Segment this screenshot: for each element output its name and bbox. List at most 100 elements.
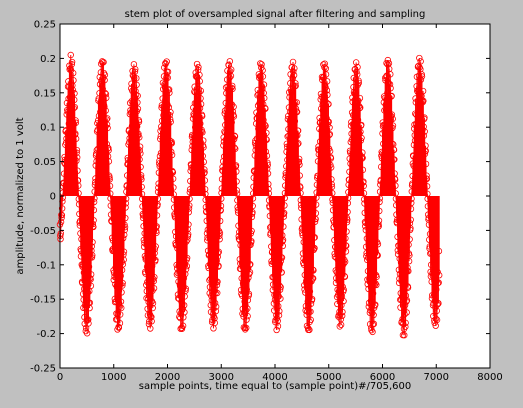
- stem-marker: [196, 71, 203, 79]
- stem-marker: [168, 151, 176, 159]
- stem-marker: [433, 286, 440, 293]
- stem-marker: [344, 216, 351, 223]
- stem-marker: [229, 108, 237, 115]
- stem-marker: [133, 81, 140, 89]
- stem-marker: [211, 319, 218, 327]
- stem-marker: [328, 176, 335, 183]
- stem-marker: [246, 269, 254, 276]
- stem-marker: [137, 150, 144, 157]
- stem-marker: [341, 273, 349, 280]
- y-axis-label: amplitude, normalized to 1 volt: [15, 117, 26, 274]
- stem-marker: [294, 132, 301, 139]
- stem-marker: [179, 322, 187, 329]
- x-tick-label: 8000: [477, 372, 502, 383]
- stem-marker: [337, 321, 345, 328]
- stem-marker: [311, 234, 318, 241]
- stem-marker: [167, 108, 174, 116]
- stem-marker: [165, 86, 172, 94]
- stem-marker: [307, 316, 314, 324]
- stem-marker: [391, 170, 398, 177]
- stem-marker: [132, 66, 139, 73]
- stem-marker: [87, 271, 95, 278]
- stem-marker: [248, 237, 255, 245]
- stem-marker: [89, 238, 96, 246]
- stem-series: [56, 51, 443, 339]
- stem-marker: [293, 108, 301, 116]
- stem-marker: [339, 308, 346, 316]
- stem-marker: [87, 282, 95, 290]
- stem-marker: [309, 275, 317, 282]
- stem-marker: [352, 59, 360, 66]
- stem-marker: [229, 85, 236, 93]
- stem-marker: [432, 315, 440, 322]
- stem-marker: [416, 54, 423, 62]
- stem-marker: [130, 75, 138, 82]
- stem-marker: [104, 115, 111, 122]
- stem-marker: [186, 202, 193, 209]
- stem-marker: [165, 86, 173, 93]
- stem-marker: [258, 61, 265, 68]
- stem-marker: [167, 118, 174, 126]
- y-tick-label: 0.1: [40, 123, 56, 134]
- stem-marker: [153, 212, 161, 219]
- stem-marker: [201, 169, 208, 176]
- stem-marker: [244, 312, 251, 320]
- stem-marker: [152, 256, 159, 264]
- stem-marker: [325, 100, 332, 108]
- stem-marker: [338, 312, 346, 319]
- stem-marker: [421, 114, 428, 121]
- stem-marker: [212, 307, 220, 315]
- stem-marker: [372, 301, 379, 308]
- y-tick-label: 0.25: [34, 20, 56, 31]
- stem-marker: [178, 325, 186, 332]
- stem-marker: [310, 267, 317, 274]
- stem-marker: [263, 136, 270, 143]
- stem-marker: [136, 134, 143, 141]
- stem-marker: [292, 105, 300, 113]
- stem-marker: [422, 147, 429, 155]
- stem-marker: [83, 330, 91, 337]
- stem-marker: [406, 252, 413, 259]
- stem-marker: [115, 324, 123, 331]
- stem-marker: [280, 223, 287, 230]
- stem-marker: [100, 69, 108, 77]
- stem-marker: [279, 236, 287, 244]
- stem-marker: [354, 63, 361, 71]
- stem-marker: [103, 94, 110, 102]
- stem-marker: [133, 75, 140, 82]
- stem-marker: [147, 313, 154, 320]
- stem-marker: [372, 280, 379, 287]
- stem-marker: [433, 316, 441, 324]
- stem-marker: [215, 248, 223, 256]
- stem-marker: [197, 87, 205, 95]
- stem-marker: [196, 105, 204, 112]
- stem-marker: [230, 113, 238, 120]
- stem-marker: [122, 214, 129, 222]
- stem-marker: [150, 285, 158, 292]
- stem-marker: [401, 311, 408, 318]
- stem-marker: [185, 209, 192, 216]
- stem-marker: [151, 273, 158, 281]
- stem-marker: [74, 177, 82, 184]
- stem-marker: [243, 324, 250, 332]
- stem-marker: [74, 167, 81, 174]
- stem-marker: [422, 160, 430, 168]
- stem-marker: [72, 135, 80, 142]
- stem-marker: [423, 175, 431, 183]
- x-tick-label: 0: [57, 372, 63, 383]
- stem-marker: [84, 317, 91, 324]
- stem-marker: [186, 195, 193, 203]
- x-axis-label: sample points, time equal to (sample poi…: [139, 381, 411, 392]
- stem-marker: [386, 94, 393, 102]
- stem-marker: [134, 105, 142, 113]
- stem-marker: [423, 183, 431, 190]
- stem-marker: [341, 258, 349, 265]
- stem-marker: [264, 170, 272, 177]
- stem-marker: [75, 182, 82, 189]
- stem-marker: [134, 92, 141, 99]
- stem-marker: [136, 143, 144, 150]
- stem-marker: [130, 61, 138, 68]
- x-tick-label: 3000: [209, 372, 234, 383]
- stem-marker: [154, 195, 162, 203]
- stem-marker: [153, 223, 160, 230]
